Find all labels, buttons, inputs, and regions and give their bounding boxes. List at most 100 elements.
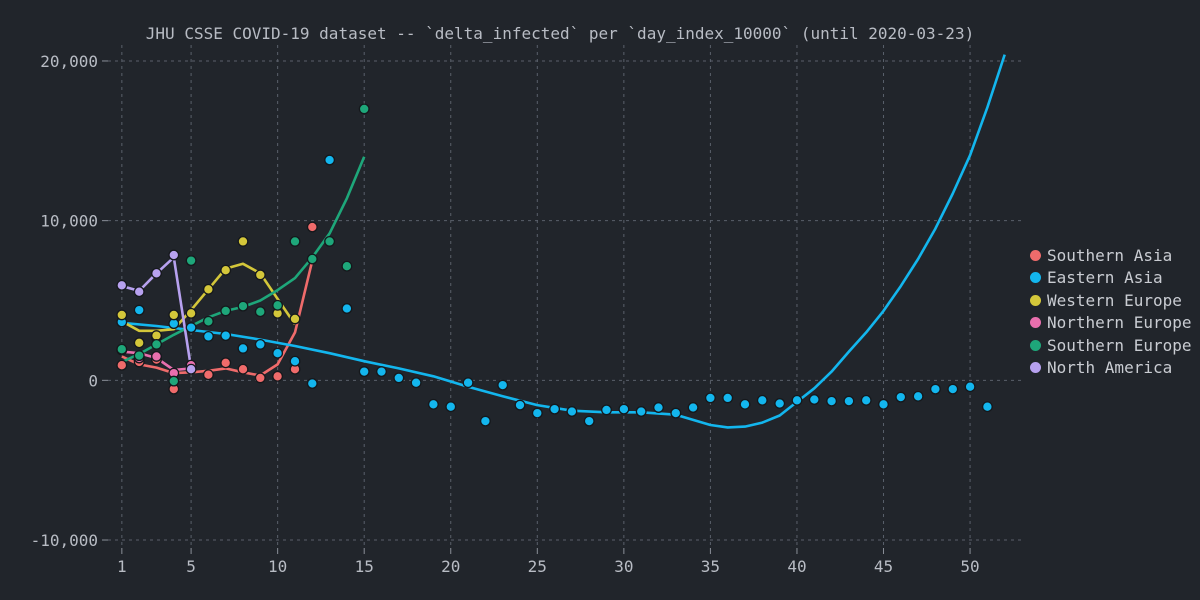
- data-point-southern-europe: [133, 350, 145, 362]
- x-tick-label: 35: [701, 557, 720, 576]
- chart-title: JHU CSSE COVID-19 dataset -- `delta_infe…: [145, 24, 975, 43]
- data-point-north-america: [168, 249, 180, 261]
- data-point-north-america: [116, 279, 128, 291]
- data-point-eastern-asia: [583, 415, 595, 427]
- data-point-eastern-asia: [687, 402, 699, 413]
- trend-lines: [121, 54, 1006, 429]
- data-point-western-europe: [116, 309, 128, 321]
- data-point-southern-europe: [358, 103, 370, 115]
- data-point-eastern-asia: [808, 394, 820, 405]
- data-point-eastern-asia: [341, 303, 353, 314]
- data-point-north-america: [133, 286, 145, 298]
- data-point-eastern-asia: [254, 338, 266, 350]
- legend-swatch: [1030, 249, 1041, 261]
- data-point-eastern-asia: [929, 383, 941, 395]
- data-point-western-europe: [185, 307, 197, 319]
- data-point-eastern-asia: [358, 366, 370, 378]
- data-point-southern-asia: [272, 370, 284, 382]
- data-point-eastern-asia: [878, 398, 889, 410]
- data-point-southern-europe: [324, 235, 336, 247]
- y-tick-label: 10,000: [40, 212, 98, 231]
- x-tick-label: 30: [614, 557, 633, 576]
- x-tick-label: 5: [186, 557, 196, 576]
- data-point-north-america: [151, 267, 162, 279]
- data-point-eastern-asia: [289, 355, 301, 367]
- trend-line-eastern-asia: [121, 54, 1006, 429]
- data-point-western-europe: [133, 337, 145, 349]
- data-point-southern-asia: [254, 372, 266, 384]
- legend-item-northern-europe: Northern Europe: [1030, 312, 1200, 335]
- data-point-southern-europe: [151, 338, 162, 350]
- legend-swatch: [1030, 339, 1041, 351]
- data-point-eastern-asia: [653, 402, 664, 413]
- data-point-southern-asia: [116, 359, 128, 371]
- data-point-southern-europe: [254, 306, 266, 318]
- legend-swatch: [1030, 294, 1041, 306]
- data-point-eastern-asia: [445, 401, 457, 413]
- x-tick-label: 15: [355, 557, 374, 576]
- data-point-eastern-asia: [272, 347, 284, 359]
- data-point-eastern-asia: [514, 399, 526, 411]
- data-point-eastern-asia: [566, 406, 578, 417]
- data-point-eastern-asia: [618, 403, 630, 415]
- data-point-southern-europe: [272, 299, 284, 311]
- data-point-eastern-asia: [722, 392, 734, 404]
- data-point-eastern-asia: [462, 377, 474, 389]
- legend-label: North America: [1047, 358, 1173, 378]
- data-point-eastern-asia: [393, 372, 405, 384]
- data-point-western-europe: [289, 313, 301, 325]
- data-point-eastern-asia: [410, 377, 422, 389]
- data-point-eastern-asia: [756, 394, 768, 406]
- data-point-eastern-asia: [704, 392, 716, 404]
- data-point-western-europe: [202, 283, 214, 295]
- data-point-southern-europe: [341, 260, 353, 272]
- data-point-southern-europe: [185, 255, 197, 267]
- data-point-eastern-asia: [739, 398, 751, 410]
- y-tick-label: -10,000: [31, 531, 98, 550]
- data-point-eastern-asia: [376, 366, 387, 378]
- legend-swatch: [1030, 362, 1041, 374]
- legend-label: Western Europe: [1047, 290, 1182, 310]
- x-tick-label: 1: [117, 557, 127, 576]
- data-point-southern-europe: [289, 235, 301, 247]
- data-point-eastern-asia: [601, 404, 612, 416]
- legend-item-north-america: North America: [1030, 357, 1200, 380]
- data-point-eastern-asia: [843, 395, 855, 407]
- legend-label: Southern Asia: [1047, 245, 1173, 265]
- legend-label: Southern Europe: [1047, 335, 1192, 355]
- data-point-eastern-asia: [947, 383, 959, 395]
- data-point-eastern-asia: [964, 381, 976, 393]
- x-tick-label: 10: [268, 557, 287, 576]
- data-point-western-europe: [237, 235, 249, 247]
- data-point-southern-europe: [220, 305, 232, 317]
- data-point-eastern-asia: [860, 394, 872, 406]
- x-tick-label: 20: [441, 557, 460, 576]
- data-point-eastern-asia: [981, 401, 993, 413]
- x-tick-label: 45: [874, 557, 893, 576]
- data-point-southern-asia: [202, 369, 214, 381]
- data-point-southern-asia: [237, 363, 249, 375]
- legend-item-western-europe: Western Europe: [1030, 289, 1200, 312]
- data-point-eastern-asia: [635, 406, 647, 417]
- trend-line-southern-asia: [121, 260, 314, 377]
- data-point-eastern-asia: [427, 398, 439, 410]
- data-point-eastern-asia: [670, 407, 682, 419]
- grid: [108, 45, 1022, 548]
- legend-item-eastern-asia: Eastern Asia: [1030, 267, 1200, 290]
- y-tick-label: 0: [88, 371, 98, 390]
- legend-swatch: [1030, 317, 1041, 329]
- data-point-southern-asia: [306, 221, 318, 233]
- legend-item-southern-europe: Southern Europe: [1030, 334, 1200, 357]
- data-point-southern-europe: [116, 343, 128, 355]
- data-point-eastern-asia: [549, 403, 561, 415]
- legend-label: Eastern Asia: [1047, 268, 1163, 288]
- data-point-southern-europe: [168, 375, 180, 387]
- data-point-north-america: [185, 363, 197, 375]
- legend-item-southern-asia: Southern Asia: [1030, 244, 1200, 267]
- data-point-eastern-asia: [791, 394, 803, 406]
- data-point-eastern-asia: [479, 415, 491, 427]
- data-point-eastern-asia: [826, 395, 838, 407]
- data-point-southern-asia: [220, 357, 232, 369]
- data-point-eastern-asia: [895, 391, 907, 403]
- x-tick-label: 40: [787, 557, 806, 576]
